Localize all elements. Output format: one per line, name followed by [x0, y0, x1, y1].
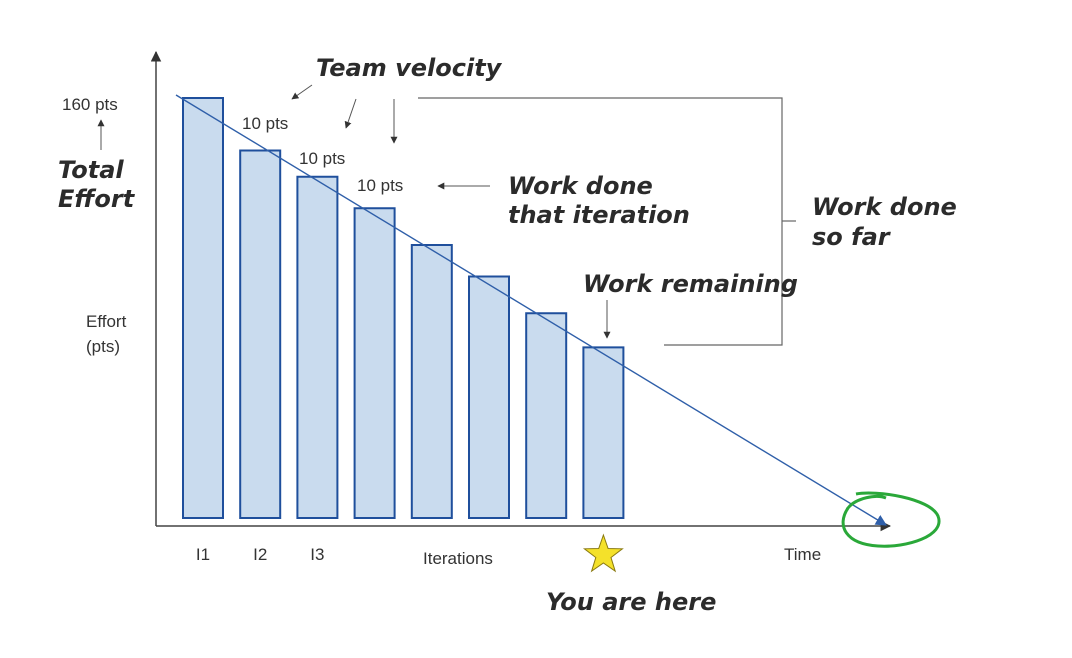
work-remaining-label: Work remaining [583, 270, 798, 298]
bar-3 [296, 175, 339, 519]
tick-labels-group: I1 I2 I3 [196, 545, 325, 564]
bar-2 [239, 149, 282, 519]
velocity-label-2: 10 pts [299, 149, 345, 168]
work-done-iteration-label-1: Work done [508, 172, 653, 200]
velocity-arrow-1 [291, 84, 313, 100]
y-axis-label-1: Effort [86, 312, 127, 331]
bar-7 [525, 312, 568, 519]
x-tick-label: I2 [253, 545, 267, 564]
bar-5 [410, 244, 453, 519]
trend-line [175, 94, 887, 526]
bars-group [182, 97, 625, 519]
star-icon [582, 533, 624, 573]
end-circle [841, 491, 941, 548]
x-axis-label: Iterations [423, 549, 493, 568]
bar-4 [353, 207, 396, 519]
work-done-iteration-label-2: that iteration [508, 201, 690, 229]
x-tick-label: I3 [310, 545, 324, 564]
team-velocity-label: Team velocity [316, 54, 503, 82]
velocity-arrow-2 [344, 98, 357, 129]
you-are-here-label: You are here [546, 588, 716, 616]
x-tick-label: I1 [196, 545, 210, 564]
work-done-so-far-label-2: so far [812, 223, 892, 251]
total-effort-label-2: Effort [58, 185, 136, 213]
bar-6 [468, 275, 510, 519]
time-label: Time [784, 545, 821, 564]
work-done-so-far-label-1: Work done [812, 193, 957, 221]
velocity-label-1: 10 pts [242, 114, 288, 133]
bar-1 [182, 97, 224, 519]
y-axis-label-2: (pts) [86, 337, 120, 356]
velocity-label-3: 10 pts [357, 176, 403, 195]
total-value-label: 160 pts [62, 95, 118, 114]
total-effort-label-1: Total [58, 156, 124, 184]
bar-8 [582, 346, 625, 519]
